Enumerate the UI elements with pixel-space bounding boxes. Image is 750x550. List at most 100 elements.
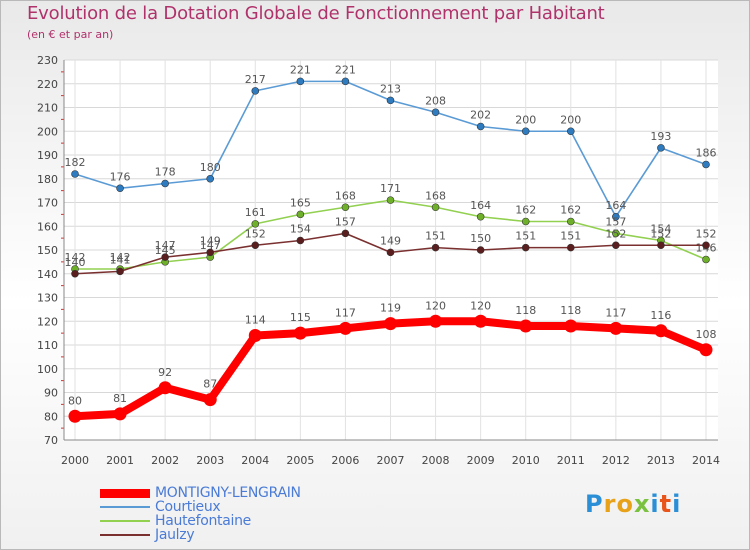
data-point-hautefontaine xyxy=(702,255,710,264)
data-point-jaulzy xyxy=(431,243,440,252)
data-label-jaulzy: 147 xyxy=(155,239,176,252)
data-point-jaulzy xyxy=(296,236,305,245)
data-label-jaulzy: 152 xyxy=(245,227,266,240)
data-point-courtieux xyxy=(566,127,575,136)
data-point-montigny-lengrain xyxy=(248,329,262,342)
data-point-hautefontaine xyxy=(521,217,530,226)
x-tick-label: 2012 xyxy=(602,454,630,467)
data-point-jaulzy xyxy=(566,243,575,252)
y-tick-label: 180 xyxy=(37,173,58,186)
data-label-jaulzy: 154 xyxy=(290,223,311,236)
y-tick-label: 220 xyxy=(37,78,58,91)
logo-letter: t xyxy=(659,490,673,518)
x-tick-label: 2004 xyxy=(241,454,269,467)
data-label-jaulzy: 151 xyxy=(425,230,446,243)
y-tick-label: 100 xyxy=(37,363,58,376)
data-label-montigny-lengrain: 80 xyxy=(68,394,82,407)
data-point-courtieux xyxy=(251,87,260,95)
data-point-montigny-lengrain xyxy=(384,317,397,331)
data-point-courtieux xyxy=(476,122,485,131)
data-label-courtieux: 200 xyxy=(515,113,536,126)
data-point-montigny-lengrain xyxy=(654,324,668,338)
y-tick-label: 170 xyxy=(37,197,58,210)
y-tick-label: 140 xyxy=(37,268,58,281)
chart-legend: MONTIGNY-LENGRAIN Courtieux Hautefontaine J… xyxy=(100,485,360,543)
data-point-courtieux xyxy=(296,77,305,86)
y-tick-label: 70 xyxy=(44,434,58,447)
data-point-courtieux xyxy=(431,108,440,117)
logo-letter: i xyxy=(650,490,660,518)
data-label-montigny-lengrain: 87 xyxy=(203,378,217,391)
data-point-courtieux xyxy=(521,127,530,136)
data-point-montigny-lengrain xyxy=(158,381,172,395)
y-tick-label: 120 xyxy=(37,315,58,328)
data-point-hautefontaine xyxy=(341,203,350,212)
data-point-hautefontaine xyxy=(476,212,485,221)
x-tick-label: 2002 xyxy=(151,454,179,467)
legend-label: MONTIGNY-LENGRAIN xyxy=(155,485,301,501)
data-label-montigny-lengrain: 120 xyxy=(470,299,491,312)
y-tick-label: 200 xyxy=(37,125,58,138)
y-tick-label: 160 xyxy=(37,220,58,233)
data-label-hautefontaine: 165 xyxy=(290,196,311,209)
y-tick-label: 150 xyxy=(37,244,58,257)
data-point-jaulzy xyxy=(476,246,485,254)
x-tick-label: 2010 xyxy=(512,454,540,467)
data-label-courtieux: 164 xyxy=(605,199,626,212)
data-point-montigny-lengrain xyxy=(113,407,127,421)
data-point-jaulzy xyxy=(206,248,215,257)
data-point-jaulzy xyxy=(521,243,530,252)
data-point-montigny-lengrain xyxy=(338,321,352,335)
data-label-hautefontaine: 171 xyxy=(380,182,401,195)
data-point-hautefontaine xyxy=(566,217,575,226)
x-tick-label: 2006 xyxy=(331,454,359,467)
x-tick-label: 2003 xyxy=(196,454,224,467)
y-tick-label: 80 xyxy=(44,410,58,423)
data-point-jaulzy xyxy=(657,241,665,250)
data-label-hautefontaine: 162 xyxy=(560,204,581,217)
data-point-jaulzy xyxy=(251,241,260,250)
x-tick-label: 2011 xyxy=(557,454,585,467)
x-tick-label: 2000 xyxy=(61,454,89,467)
data-point-jaulzy xyxy=(71,269,79,278)
x-tick-label: 2001 xyxy=(106,454,134,467)
x-tick-label: 2008 xyxy=(422,454,450,467)
data-point-montigny-lengrain xyxy=(609,321,623,335)
data-label-montigny-lengrain: 81 xyxy=(113,392,127,405)
data-point-montigny-lengrain xyxy=(474,314,488,328)
logo-letter: P xyxy=(585,490,604,518)
data-point-courtieux xyxy=(386,96,395,105)
legend-label: Jaulzy xyxy=(155,527,195,543)
legend-swatch xyxy=(100,486,150,500)
data-point-courtieux xyxy=(161,179,169,188)
data-label-montigny-lengrain: 108 xyxy=(696,328,717,341)
data-point-hautefontaine xyxy=(386,196,395,204)
data-point-courtieux xyxy=(116,184,124,193)
y-tick-label: 130 xyxy=(37,292,58,305)
data-label-hautefontaine: 142 xyxy=(110,251,131,264)
data-label-jaulzy: 152 xyxy=(605,227,626,240)
data-point-montigny-lengrain xyxy=(519,319,533,333)
data-label-hautefontaine: 142 xyxy=(65,251,86,264)
data-point-courtieux xyxy=(206,174,215,183)
data-label-courtieux: 200 xyxy=(560,113,581,126)
data-point-courtieux xyxy=(702,160,710,169)
data-label-courtieux: 221 xyxy=(335,63,356,76)
legend-item-hautefontaine: Hautefontaine xyxy=(100,513,360,529)
x-tick-label: 2013 xyxy=(647,454,675,467)
data-label-hautefontaine: 168 xyxy=(425,189,446,202)
data-label-hautefontaine: 147 xyxy=(200,239,221,252)
data-point-courtieux xyxy=(341,77,350,86)
data-label-montigny-lengrain: 115 xyxy=(290,311,311,324)
data-label-courtieux: 202 xyxy=(470,109,491,122)
y-tick-label: 90 xyxy=(44,387,58,400)
y-tick-label: 110 xyxy=(37,339,58,352)
data-point-jaulzy xyxy=(612,241,620,250)
data-label-hautefontaine: 162 xyxy=(515,204,536,217)
data-point-hautefontaine xyxy=(431,203,440,212)
data-label-courtieux: 178 xyxy=(155,166,176,179)
data-label-jaulzy: 149 xyxy=(380,234,401,247)
legend-swatch xyxy=(100,514,150,528)
x-tick-label: 2007 xyxy=(377,454,405,467)
data-label-jaulzy: 149 xyxy=(200,234,221,247)
